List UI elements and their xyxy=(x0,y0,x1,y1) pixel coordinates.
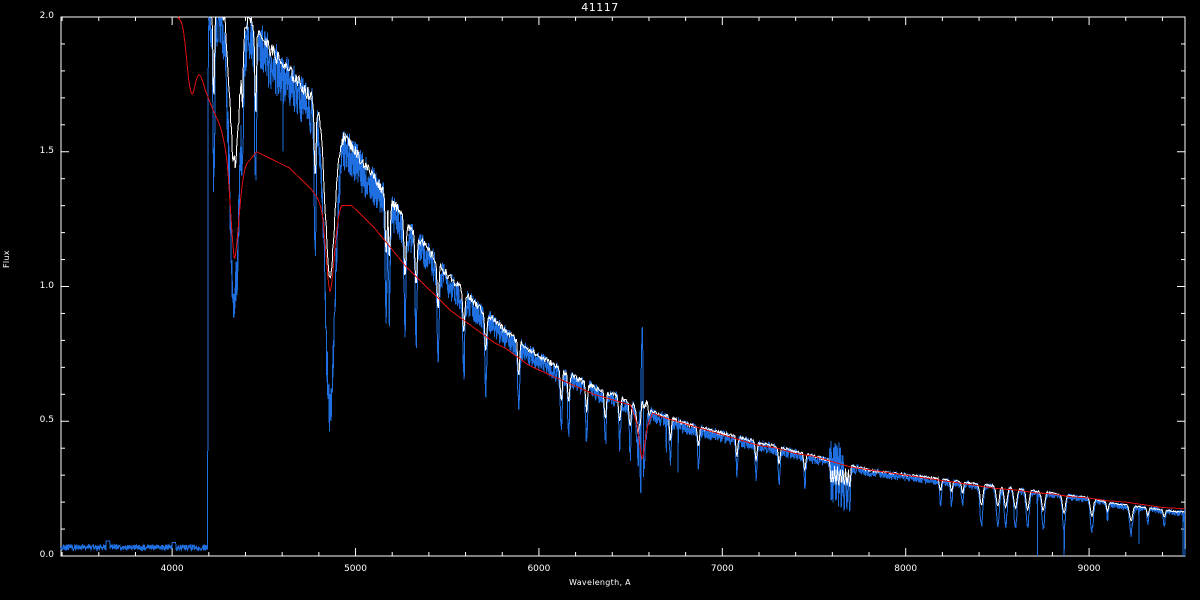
data-series-group xyxy=(60,16,1186,557)
x-tick-label: 7000 xyxy=(710,564,734,574)
x-tick-label: 6000 xyxy=(527,564,551,574)
y-tick-label: 1.5 xyxy=(39,145,54,156)
x-tick-label: 9000 xyxy=(1077,564,1101,574)
page-title: 41117 xyxy=(581,1,619,14)
x-tick-label: 5000 xyxy=(344,564,367,574)
smoothed-continuum-line xyxy=(208,16,1185,522)
plot-frame-overlay xyxy=(60,16,1186,557)
x-axis-label: Wavelength, A xyxy=(569,578,631,587)
x-tick-label: 4000 xyxy=(160,564,184,574)
observed-spectrum-line xyxy=(60,16,1186,557)
y-tick-label: 0.0 xyxy=(39,550,54,560)
model-fit-line xyxy=(177,16,1185,510)
x-tick-label: 8000 xyxy=(894,564,918,574)
y-tick-label: 2.0 xyxy=(39,11,54,21)
y-tick-label: 0.5 xyxy=(39,415,54,426)
y-tick-label: 1.0 xyxy=(39,280,54,291)
